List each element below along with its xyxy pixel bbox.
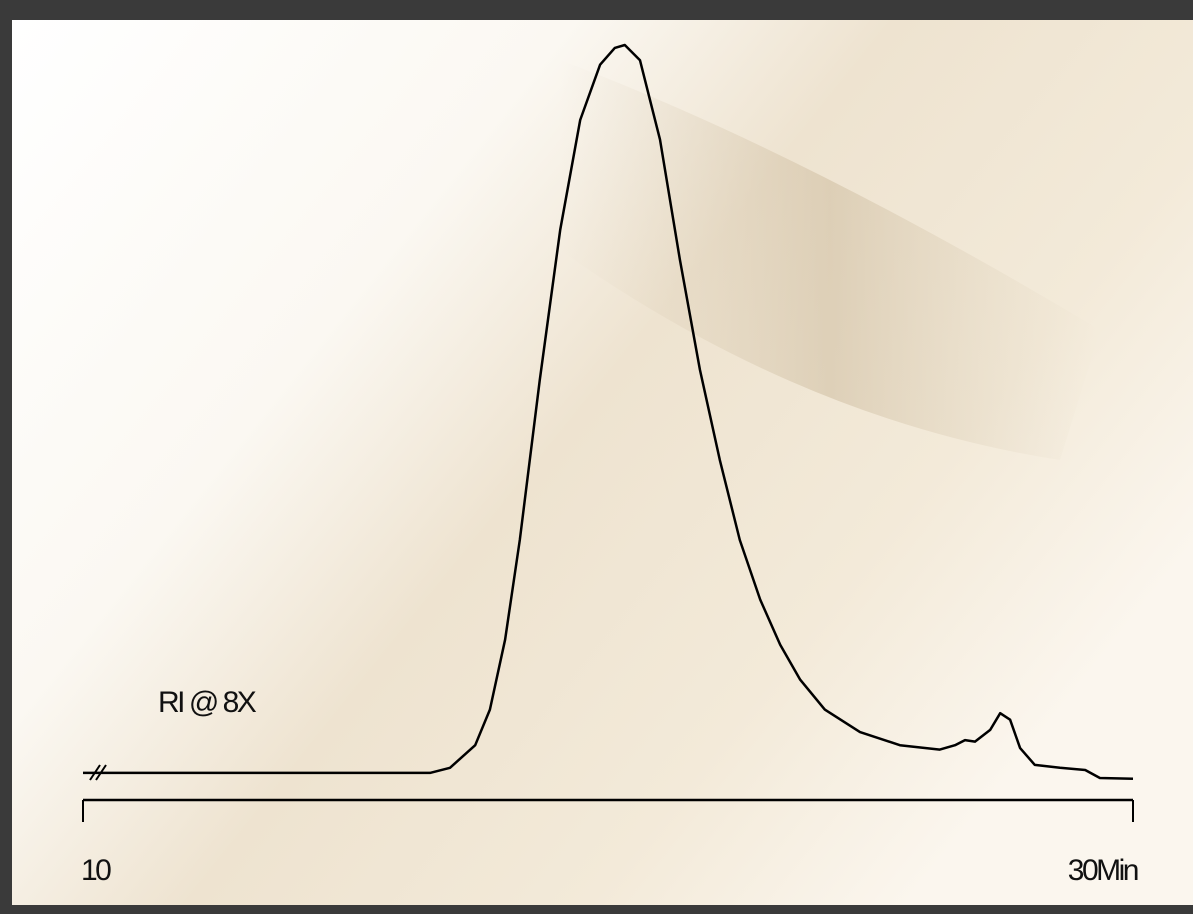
chromatogram-line — [83, 43, 1134, 780]
x-tick-label: 10 — [81, 854, 111, 887]
x-tick-label: 30Min — [1068, 854, 1138, 887]
background-tube — [560, 60, 1100, 460]
annotation: RI @ 8X — [158, 686, 257, 719]
